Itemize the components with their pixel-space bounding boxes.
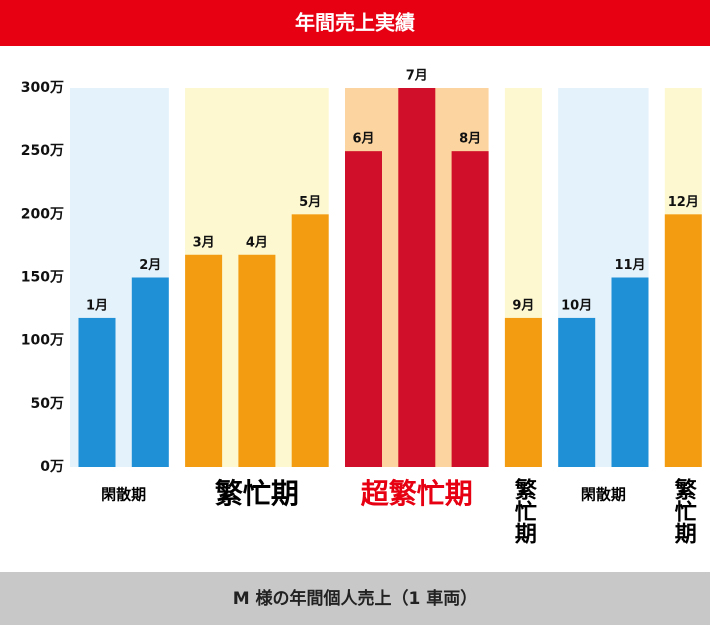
- footer-bar: [0, 572, 710, 625]
- header-bar: [0, 0, 710, 46]
- bar-label: 3月: [193, 235, 215, 250]
- bar: [558, 317, 596, 467]
- bar: [398, 88, 436, 467]
- bar-label: 1月: [86, 298, 108, 313]
- bar-label: 2月: [139, 258, 161, 273]
- bar-label: 11月: [614, 258, 645, 273]
- bar-label: 6月: [352, 132, 374, 147]
- bar-label: 7月: [406, 69, 428, 84]
- period-label: 繁忙期: [215, 477, 299, 510]
- period-label: 繁忙期: [671, 477, 697, 545]
- period-label: 閑散期: [581, 486, 626, 504]
- bar: [291, 214, 329, 467]
- bar: [451, 151, 489, 467]
- bar: [664, 214, 702, 467]
- bar-label: 5月: [299, 195, 321, 210]
- bar: [611, 277, 649, 467]
- y-tick-label: 250万: [21, 143, 64, 159]
- bar: [504, 317, 542, 467]
- period-label: 超繁忙期: [361, 477, 473, 510]
- y-tick-label: 50万: [31, 396, 64, 412]
- bar: [345, 151, 382, 467]
- bar-label: 8月: [459, 132, 481, 147]
- bar: [185, 254, 223, 467]
- chart-title: 年間売上実績: [295, 11, 415, 35]
- footer-text: M 様の年間個人売上（1 車両）: [233, 588, 478, 609]
- bar: [131, 277, 169, 467]
- y-tick-label: 0万: [40, 459, 64, 475]
- y-tick-label: 200万: [21, 206, 64, 222]
- bar-label: 12月: [668, 195, 699, 210]
- bar-label: 10月: [561, 298, 592, 313]
- y-tick-label: 150万: [21, 270, 64, 286]
- bar: [78, 317, 116, 467]
- y-tick-label: 300万: [21, 80, 64, 96]
- period-label: 閑散期: [101, 486, 146, 504]
- y-tick-label: 100万: [21, 333, 64, 349]
- bar-label: 9月: [512, 298, 534, 313]
- bar-label: 4月: [246, 235, 268, 250]
- bar: [238, 254, 276, 467]
- period-label: 繁忙期: [511, 477, 537, 545]
